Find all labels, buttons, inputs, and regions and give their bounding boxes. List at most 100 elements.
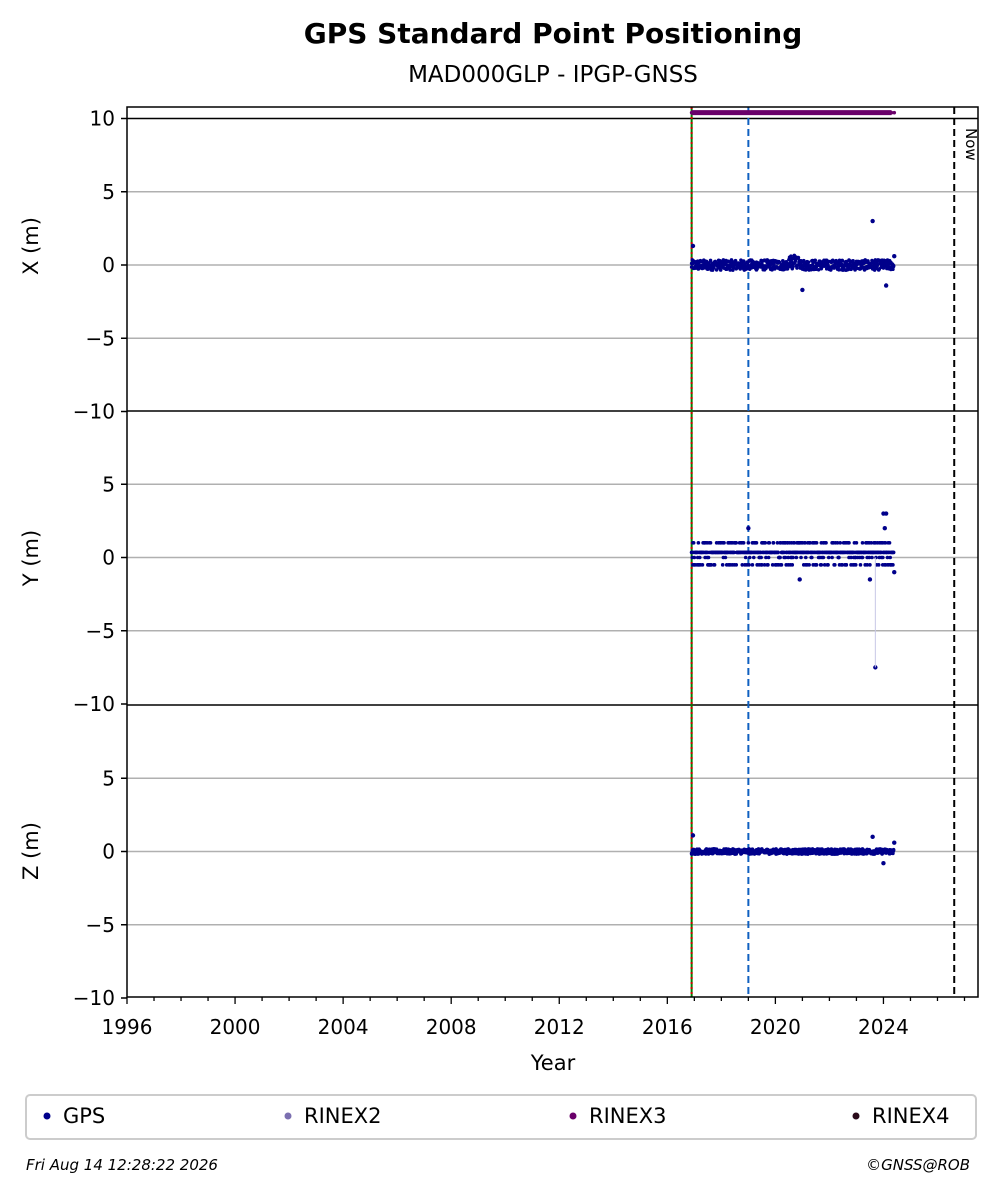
rinex3-point [746,110,751,115]
x-tick-label: 2020 [750,1015,801,1039]
rinex3-point [770,110,775,115]
legend-label-gps: GPS [63,1104,105,1128]
rinex3-point [689,110,694,115]
rinex3-point [797,110,802,115]
gps-point [891,264,896,269]
rinex3-point [892,110,897,115]
rinex3-point [811,110,816,115]
gps-point [722,541,726,545]
y-tick-label: −10 [73,400,115,424]
gps-point [786,555,791,560]
gps-point [818,259,822,264]
gps-point [766,555,771,560]
rinex3-point [768,110,772,115]
gps-point [720,563,725,567]
gps-point [775,541,780,545]
gps-point [814,541,819,545]
rinex3-point [824,110,829,115]
rinex3-point [806,110,810,115]
gps-point [874,555,878,560]
x-tick-label: 2004 [318,1015,369,1039]
y-tick-label: −5 [86,913,115,937]
rinex3-point [776,110,780,115]
gps-outlier [870,218,875,224]
rinex3-point [830,110,834,115]
gps-point [734,541,739,545]
legend: GPS RINEX2 RINEX3 RINEX4 [25,1094,977,1140]
gps-outlier [800,287,805,293]
rinex3-point [697,110,702,115]
legend-marker-rinex3 [569,1112,577,1120]
rinex3-point [808,110,813,115]
gps-outlier [882,526,887,531]
gps-point [891,563,895,567]
rinex3-point [792,110,797,115]
gps-point [883,541,888,545]
legend-frame [25,1094,977,1140]
axes-frame [126,106,979,998]
rinex3-point [700,110,705,115]
gps-point [814,267,818,271]
rinex3-point [819,110,824,115]
gps-point [837,555,841,560]
legend-label-rinex3: RINEX3 [589,1104,667,1128]
gps-point [833,563,837,567]
gps-point [875,263,880,267]
rinex3-point [822,110,826,115]
y-axis-label-0: X (m) [19,217,43,275]
rinex3-point [865,110,870,115]
gps-point [741,259,746,263]
gps-point [708,541,713,545]
gps-point [762,563,767,567]
rinex3-point [838,110,843,115]
rinex3-point [857,110,861,115]
gps-point [740,563,745,567]
rinex3-point [754,110,759,115]
gps-point [858,563,863,567]
rinex3-point [708,110,713,115]
gps-point [847,541,851,545]
gps-point [891,267,895,272]
rinex3-point [778,110,783,115]
rinex3-point [860,110,864,115]
gps-point [838,541,843,545]
rinex3-point [827,110,832,115]
gps-point [830,555,834,560]
rinex3-point [876,110,880,115]
gps-point [807,563,811,567]
chart-subtitle: MAD000GLP - IPGP-GNSS [408,62,698,88]
legend-label-rinex2: RINEX2 [304,1104,382,1128]
gps-point [840,563,845,567]
gps-point [840,258,845,263]
gps-point [891,848,896,853]
rinex3-point [843,110,848,115]
gps-point [816,268,821,272]
gps-point [813,258,818,263]
gps-point [803,541,807,545]
y-tick-label: 5 [102,180,115,204]
gps-point [728,265,732,269]
gps-point [759,555,763,560]
gps-point [853,563,858,567]
gps-point [851,258,855,263]
gps-point [709,563,714,567]
rinex3-point [795,110,799,115]
gps-point [764,555,768,560]
y-tick-label: −10 [73,986,115,1010]
gps-point [787,264,792,269]
gps-point [777,260,782,265]
footer-copyright: ©GNSS@ROB [866,1156,970,1174]
rinex3-point [862,110,867,115]
gps-point [696,541,701,545]
y-tick-label: −5 [86,619,115,643]
gps-point [743,555,748,560]
rinex3-point [695,110,699,115]
gps-point [767,541,772,545]
gps-point [790,563,795,567]
gps-outlier [690,833,696,838]
gps-outlier [746,526,751,531]
gps-point [888,555,892,560]
gps-outlier [892,840,897,845]
x-axis-label: Year [530,1051,576,1075]
gps-point [772,262,776,267]
